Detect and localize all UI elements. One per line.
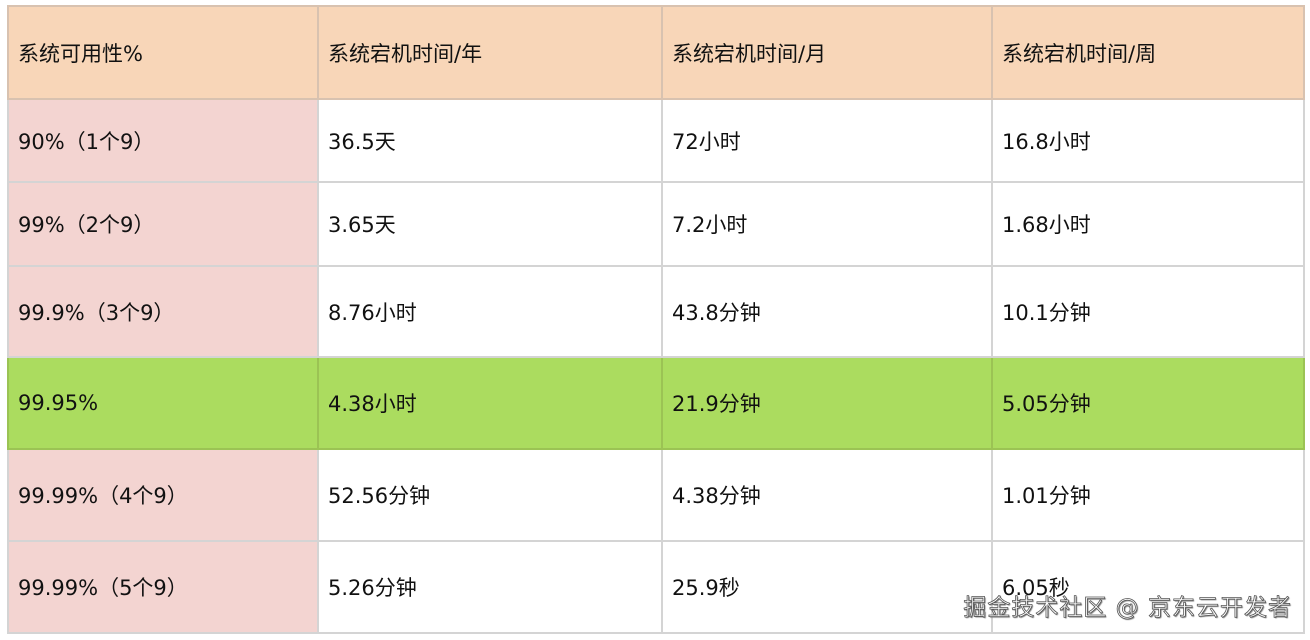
table-cell[interactable]: 99.99%（4个9） (7, 448, 319, 542)
table-cell[interactable]: 8.76小时 (317, 265, 663, 358)
table-cell[interactable]: 5.26分钟 (317, 540, 663, 634)
table-row: 99.9%（3个9） 8.76小时 43.8分钟 10.1分钟 (7, 265, 1305, 358)
availability-table: 系统可用性% 系统宕机时间/年 系统宕机时间/月 系统宕机时间/周 90%（1个9） 36… (7, 5, 1305, 634)
table-cell[interactable]: 72小时 (661, 98, 993, 183)
header-row: 系统可用性% 系统宕机时间/年 系统宕机时间/月 系统宕机时间/周 (7, 5, 1305, 100)
table-cell[interactable]: 4.38分钟 (661, 448, 993, 542)
table-row: 99%（2个9） 3.65天 7.2小时 1.68小时 (7, 181, 1305, 267)
table-cell[interactable]: 5.05分钟 (991, 356, 1305, 450)
table-cell[interactable]: 36.5天 (317, 98, 663, 183)
table-cell[interactable]: 1.01分钟 (991, 448, 1305, 542)
watermark: 掘金技术社区 @ 京东云开发者 (963, 595, 1292, 622)
table-cell[interactable]: 16.8小时 (991, 98, 1305, 183)
table-cell[interactable]: 99.9%（3个9） (7, 265, 319, 358)
table-cell[interactable]: 4.38小时 (317, 356, 663, 450)
table-row: 90%（1个9） 36.5天 72小时 16.8小时 (7, 98, 1305, 183)
table-row: 99.95% 4.38小时 21.9分钟 5.05分钟 (7, 356, 1305, 450)
table-cell[interactable]: 21.9分钟 (661, 356, 993, 450)
table-row: 99.99%（4个9） 52.56分钟 4.38分钟 1.01分钟 (7, 448, 1305, 542)
table-cell[interactable]: 3.65天 (317, 181, 663, 267)
column-header[interactable]: 系统宕机时间/月 (661, 5, 993, 100)
table-cell[interactable]: 52.56分钟 (317, 448, 663, 542)
column-header[interactable]: 系统宕机时间/周 (991, 5, 1305, 100)
table-cell[interactable]: 1.68小时 (991, 181, 1305, 267)
table-cell[interactable]: 90%（1个9） (7, 98, 319, 183)
table-cell[interactable]: 99.99%（5个9） (7, 540, 319, 634)
column-header[interactable]: 系统可用性% (7, 5, 319, 100)
table-cell[interactable]: 43.8分钟 (661, 265, 993, 358)
table-cell[interactable]: 25.9秒 (661, 540, 993, 634)
table-cell[interactable]: 99%（2个9） (7, 181, 319, 267)
column-header[interactable]: 系统宕机时间/年 (317, 5, 663, 100)
table-cell[interactable]: 99.95% (7, 356, 319, 450)
table-cell[interactable]: 10.1分钟 (991, 265, 1305, 358)
table-cell[interactable]: 7.2小时 (661, 181, 993, 267)
table-row: 99.99%（5个9） 5.26分钟 25.9秒 6.05秒 (7, 540, 1305, 634)
table-cell[interactable]: 6.05秒 (991, 540, 1305, 634)
